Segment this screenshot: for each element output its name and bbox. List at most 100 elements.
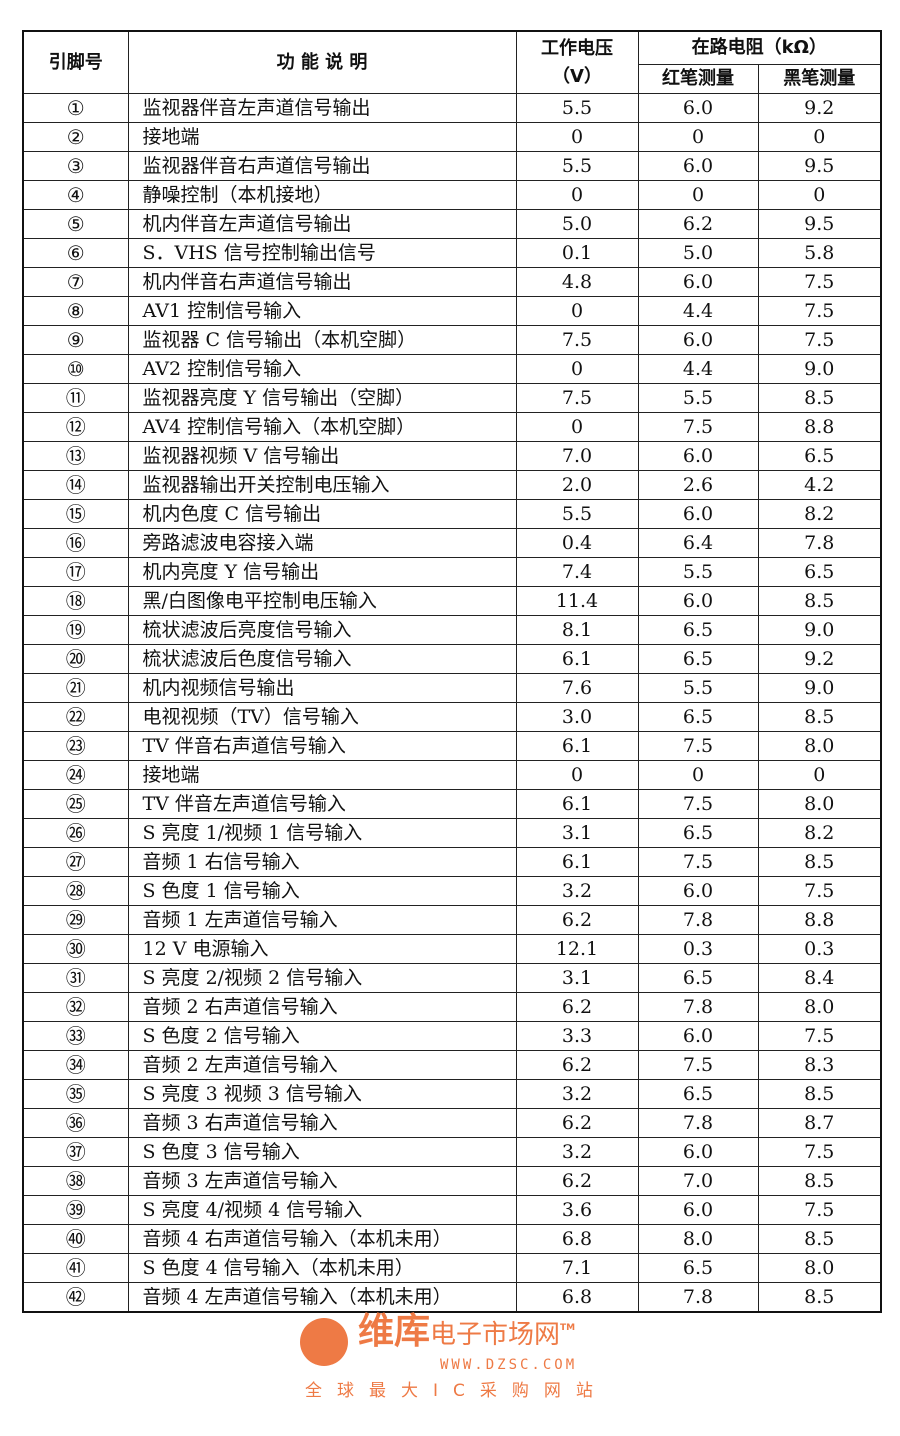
resistance-red: 7.5 [637,731,759,761]
function-description: AV1 控制信号输入 [127,296,517,326]
working-voltage: 0.4 [515,528,639,558]
pin-number: ⑬ [22,441,129,471]
resistance-black: 6.5 [757,441,882,471]
working-voltage: 7.1 [515,1253,639,1283]
table-row: ⑫ AV4 控制信号输入（本机空脚） 0 7.5 8.8 [22,412,882,442]
resistance-red: 7.8 [637,1282,759,1313]
working-voltage: 7.0 [515,441,639,471]
resistance-red: 5.5 [637,557,759,587]
working-voltage: 7.4 [515,557,639,587]
working-voltage: 0 [515,412,639,442]
watermark-brand-text: 维库 [358,1311,431,1352]
table-row: ⑨ 监视器 C 信号输出（本机空脚） 7.5 6.0 7.5 [22,325,882,355]
table-row: ⑯ 旁路滤波电容接入端 0.4 6.4 7.8 [22,528,882,558]
working-voltage: 7.5 [515,325,639,355]
resistance-red: 5.5 [637,383,759,413]
function-description: 机内色度 C 信号输出 [127,499,517,529]
function-description: 监视器视频 V 信号输出 [127,441,517,471]
pin-number: ㉗ [22,847,129,877]
pin-number: ⑩ [22,354,129,384]
resistance-red: 6.5 [637,963,759,993]
resistance-black: 8.7 [757,1108,882,1138]
pin-number: ⑪ [22,383,129,413]
function-description: 接地端 [127,122,517,152]
resistance-red: 0.3 [637,934,759,964]
resistance-red: 6.5 [637,1253,759,1283]
resistance-red: 6.4 [637,528,759,558]
function-description: 监视器亮度 Y 信号输出（空脚） [127,383,517,413]
resistance-red: 6.0 [637,151,759,181]
working-voltage: 11.4 [515,586,639,616]
resistance-black: 9.2 [757,93,882,123]
resistance-red: 7.5 [637,789,759,819]
resistance-red: 7.8 [637,992,759,1022]
function-description: 音频 2 右声道信号输入 [127,992,517,1022]
working-voltage: 3.0 [515,702,639,732]
working-voltage: 3.2 [515,876,639,906]
resistance-black: 8.8 [757,412,882,442]
resistance-black: 8.5 [757,383,882,413]
function-description: 音频 4 右声道信号输入（本机未用） [127,1224,517,1254]
watermark-slogan: 全球最大IC采购网站 [305,1381,608,1401]
pin-number: ⑮ [22,499,129,529]
table-row: ⑭ 监视器输出开关控制电压输入 2.0 2.6 4.2 [22,470,882,500]
resistance-black: 7.5 [757,1137,882,1167]
table-row: ㉚ 12 V 电源输入 12.1 0.3 0.3 [22,934,882,964]
resistance-red: 6.0 [637,441,759,471]
function-description: 12 V 电源输入 [127,934,517,964]
pin-function-table: 引脚号 功 能 说 明 工作电压 （V） 在路电阻（kΩ） 红笔测量 黑笔测量 ①… [22,30,882,1313]
pin-number: ㉙ [22,905,129,935]
function-description: 音频 4 左声道信号输入（本机未用） [127,1282,517,1313]
resistance-black: 7.5 [757,1195,882,1225]
pin-number: ⑰ [22,557,129,587]
function-description: S 色度 4 信号输入（本机未用） [127,1253,517,1283]
table-row: ⑩ AV2 控制信号输入 0 4.4 9.0 [22,354,882,384]
header-red-probe: 红笔测量 [637,64,759,94]
working-voltage: 3.6 [515,1195,639,1225]
table-row: ① 监视器伴音左声道信号输出 5.5 6.0 9.2 [22,93,882,123]
resistance-black: 8.3 [757,1050,882,1080]
resistance-black: 9.0 [757,615,882,645]
working-voltage: 6.2 [515,905,639,935]
header-function: 功 能 说 明 [127,30,517,94]
pin-number: ㉞ [22,1050,129,1080]
function-description: 电视视频（TV）信号输入 [127,702,517,732]
pin-number: ② [22,122,129,152]
working-voltage: 6.1 [515,731,639,761]
pin-number: ㊱ [22,1108,129,1138]
resistance-red: 2.6 [637,470,759,500]
function-description: S 色度 2 信号输入 [127,1021,517,1051]
table-row: ㉕ TV 伴音左声道信号输入 6.1 7.5 8.0 [22,789,882,819]
resistance-black: 8.5 [757,1166,882,1196]
header-voltage: 工作电压 （V） [515,30,639,94]
function-description: 梳状滤波后亮度信号输入 [127,615,517,645]
resistance-black: 8.0 [757,992,882,1022]
resistance-red: 5.0 [637,238,759,268]
function-description: 监视器输出开关控制电压输入 [127,470,517,500]
pin-number: ⑫ [22,412,129,442]
function-description: 音频 1 右信号输入 [127,847,517,877]
watermark-brand: 维库电子市场网TM [358,1310,575,1354]
resistance-black: 8.4 [757,963,882,993]
function-description: 静噪控制（本机接地） [127,180,517,210]
resistance-black: 8.0 [757,1253,882,1283]
header-pin: 引脚号 [22,30,129,94]
resistance-black: 8.0 [757,789,882,819]
pin-number: ㉟ [22,1079,129,1109]
resistance-black: 9.0 [757,673,882,703]
resistance-black: 9.0 [757,354,882,384]
table-row: ㉓ TV 伴音右声道信号输入 6.1 7.5 8.0 [22,731,882,761]
function-description: S．VHS 信号控制输出信号 [127,238,517,268]
resistance-black: 8.5 [757,702,882,732]
pin-number: ㉖ [22,818,129,848]
pin-number: ㉕ [22,789,129,819]
function-description: 监视器伴音左声道信号输出 [127,93,517,123]
